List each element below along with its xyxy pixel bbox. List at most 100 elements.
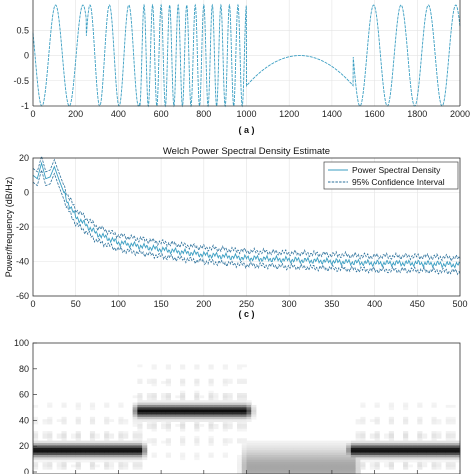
heatmap-cell (346, 459, 352, 463)
heatmap-cell (132, 445, 138, 449)
heatmap-cell (132, 395, 138, 399)
heatmap-cell (260, 459, 266, 463)
heatmap-cell (388, 419, 394, 422)
heatmap-cell (255, 440, 262, 444)
heatmap-cell (42, 445, 48, 449)
heatmap-cell (384, 433, 390, 437)
heatmap-cell (184, 419, 190, 422)
heatmap-cell (61, 445, 67, 449)
heatmap-cell (374, 402, 380, 406)
heatmap-cell (279, 457, 285, 461)
heatmap-cell (431, 402, 437, 406)
heatmap-cell (445, 464, 451, 468)
heatmap-cell (260, 445, 266, 449)
heatmap-cell (374, 462, 380, 465)
heatmap-cell (303, 464, 309, 468)
heatmap-cell (260, 466, 266, 470)
heatmap-cell (241, 445, 247, 449)
heatmap-cell (417, 445, 423, 449)
heatmap-cell (441, 447, 447, 451)
heatmap-cell (327, 462, 333, 465)
heatmap-cell (412, 459, 418, 463)
heatmap-cell (265, 450, 271, 453)
heatmap-cell (47, 454, 53, 458)
heatmap-cell (355, 462, 361, 465)
heatmap-cell (180, 397, 186, 401)
heatmap-cell (194, 407, 200, 411)
heatmap-cell (388, 457, 394, 461)
heatmap-cell (298, 450, 304, 453)
heatmap-cell (417, 404, 423, 408)
heatmap-cell (293, 471, 300, 474)
heatmap-cell (51, 450, 58, 453)
panel-a: 0 200 400 600 800 1000 1200 1400 1600 1800 2000 0.5… (13, 0, 470, 135)
heatmap-cell (227, 419, 233, 422)
heatmap-cell (123, 459, 129, 463)
heatmap-cell (365, 457, 371, 461)
heatmap-cell (274, 469, 281, 473)
heatmap-cell (450, 450, 456, 453)
heatmap-cell (270, 462, 276, 465)
heatmap-cell (445, 447, 451, 451)
heatmap-cell (180, 438, 186, 442)
heatmap-cell (241, 393, 247, 396)
heatmap-cell (355, 450, 361, 453)
heatmap-cell (132, 404, 138, 408)
heatmap-cell (241, 443, 247, 446)
heatmap-cell (99, 443, 105, 446)
heatmap-cell (47, 421, 53, 425)
heatmap-cell (379, 452, 385, 456)
heatmap-cell (350, 440, 357, 444)
heatmap-cell (265, 440, 271, 444)
heatmap-cell (289, 443, 295, 446)
heatmap-cell (403, 452, 409, 456)
heatmap-cell (203, 409, 209, 413)
heatmap-cell (237, 381, 243, 384)
heatmap-cell (237, 393, 243, 396)
heatmap-cell (85, 447, 91, 451)
heatmap-cell (246, 466, 252, 470)
heatmap-cell (308, 443, 314, 446)
heatmap-cell (180, 364, 186, 368)
heatmap-cell (445, 416, 451, 420)
heatmap-cell (42, 450, 48, 453)
heatmap-cell (360, 454, 366, 458)
heatmap-cell (151, 381, 157, 384)
heatmap-cell (237, 440, 243, 444)
heatmap-cell (61, 466, 67, 470)
heatmap-cell (450, 457, 456, 461)
heatmap-cell (327, 452, 333, 456)
heatmap-cell (137, 381, 143, 384)
heatmap-cell (165, 419, 171, 422)
heatmap-cell (108, 435, 115, 439)
heatmap-cell (227, 395, 233, 399)
heatmap-cell (47, 416, 53, 420)
heatmap-cell (151, 419, 157, 422)
heatmap-cell (142, 454, 148, 458)
heatmap-cell (161, 426, 167, 430)
heatmap-cell (298, 469, 304, 473)
heatmap-cell (227, 416, 233, 420)
heatmap-cell (194, 421, 200, 425)
heatmap-cell (165, 364, 171, 368)
heatmap-cell (274, 457, 281, 461)
heatmap-cell (118, 452, 124, 456)
heatmap-cell (118, 462, 124, 465)
heatmap-cell (61, 464, 67, 468)
heatmap-cell (180, 428, 186, 432)
heatmap-cell (227, 421, 233, 425)
heatmap-cell (227, 409, 233, 413)
heatmap-cell (308, 457, 314, 461)
heatmap-cell (80, 457, 86, 461)
heatmap-cell (274, 466, 281, 470)
heatmap-cell (312, 440, 319, 444)
heatmap-cell (436, 457, 442, 461)
heatmap-cell (56, 435, 62, 439)
heatmap-cell (450, 459, 456, 463)
heatmap-cell (208, 443, 214, 446)
heatmap-cell (123, 450, 129, 453)
heatmap-cell (360, 464, 366, 468)
heatmap-cell (161, 419, 167, 422)
heatmap-cell (246, 419, 252, 422)
heatmap-cell (436, 440, 442, 444)
